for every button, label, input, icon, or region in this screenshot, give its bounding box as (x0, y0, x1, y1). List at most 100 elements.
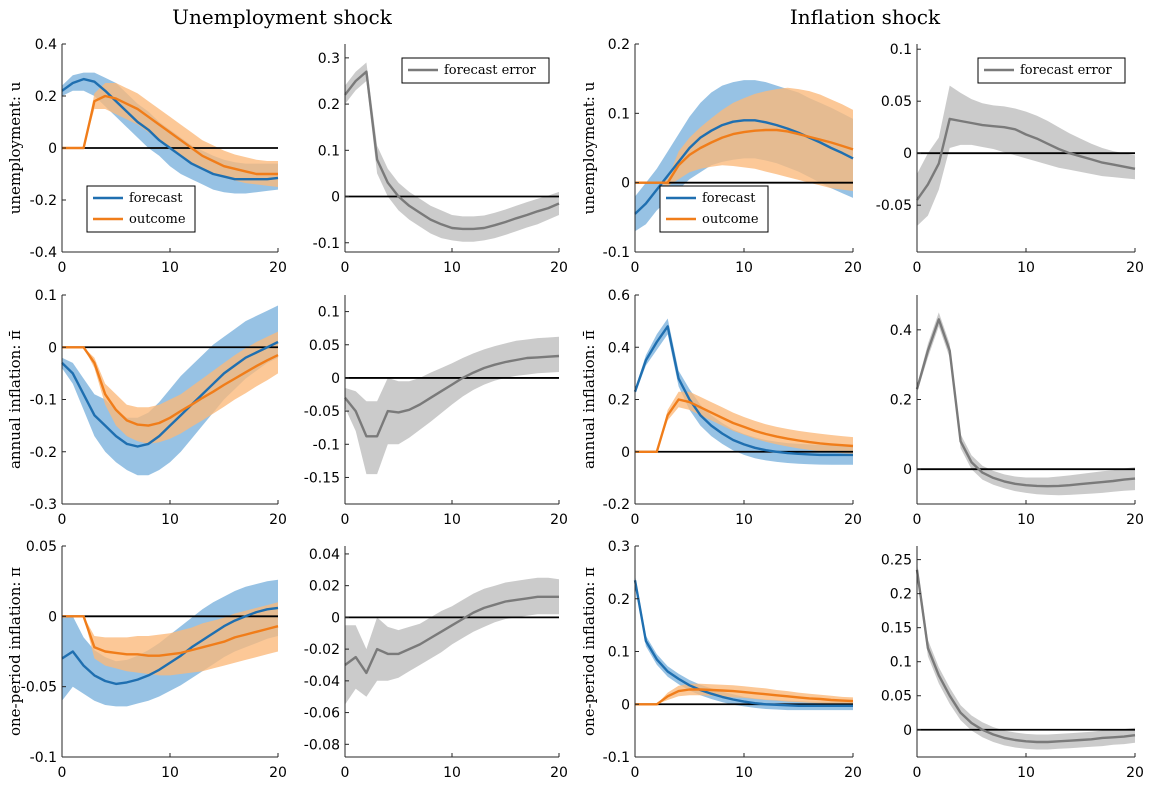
line-outcome (62, 615, 279, 657)
ylabel-row0-left: unemployment: u (6, 81, 24, 214)
x-tick-label: 0 (913, 512, 922, 528)
panels: unemployment: u unemployment: u annual inf… (6, 37, 1144, 781)
y-tick-label: -0.04 (304, 674, 340, 690)
y-tick-label: 0.05 (881, 689, 912, 705)
line-forecast (61, 77, 279, 181)
x-tick-label: 20 (269, 260, 287, 276)
y-tick-label: 0 (903, 462, 912, 478)
legend: forecast error (401, 57, 550, 84)
x-tick-label: 0 (58, 512, 67, 528)
y-tick-label: 0.02 (309, 579, 340, 595)
x-tick-label: 20 (269, 765, 287, 781)
line-forecast (61, 340, 279, 448)
line-forecast (633, 325, 853, 457)
legend-label: outcome (129, 212, 186, 227)
y-tick-label: 0.2 (318, 97, 340, 113)
x-tick-label: 10 (161, 512, 179, 528)
y-tick-label: 0.05 (26, 539, 57, 555)
y-tick-label: -0.2 (30, 193, 57, 209)
y-tick-label: -0.1 (313, 236, 340, 252)
legend-label: forecast (129, 191, 183, 206)
x-tick-label: 20 (269, 512, 287, 528)
band-error (345, 336, 559, 475)
y-tick-label: 0.4 (890, 323, 912, 339)
x-tick-label: 0 (341, 260, 350, 276)
y-tick-label: -0.08 (304, 737, 340, 753)
ylabel-row1-right: annual inflation: π̄ (580, 330, 598, 469)
y-tick-label: -0.2 (603, 497, 630, 513)
x-tick-label: 10 (443, 260, 461, 276)
y-tick-label: 0.1 (318, 305, 340, 321)
y-tick-label: 0.2 (608, 37, 630, 53)
legend: forecast outcome (659, 185, 769, 233)
line-error (916, 117, 1136, 201)
y-tick-label: 0.2 (890, 393, 912, 409)
y-tick-label: -0.1 (30, 750, 57, 766)
line-forecast (61, 606, 279, 686)
y-tick-label: 0.3 (608, 539, 630, 555)
ylabel-row2-right: one-period inflation: π (580, 567, 598, 736)
panel-r2-c0: -0.1 -0.05 0 0.05 0 10 20 (21, 539, 287, 781)
line-error (344, 595, 559, 675)
line-error (344, 354, 560, 438)
line-error (344, 70, 560, 231)
y-tick-label: -0.1 (603, 245, 630, 261)
x-tick-label: 0 (58, 260, 67, 276)
band-error (917, 312, 1135, 496)
y-tick-label: 0.1 (890, 655, 912, 671)
panel-r2-c2: -0.100.10.20.30 10 20 (603, 539, 862, 781)
x-tick-label: 0 (341, 765, 350, 781)
y-tick-label: 0.05 (881, 94, 912, 110)
y-tick-label: -0.06 (304, 706, 340, 722)
y-tick-label: -0.1 (30, 393, 57, 409)
y-tick-label: 0.04 (309, 547, 340, 563)
x-tick-label: 10 (735, 512, 753, 528)
y-tick-label: 0 (621, 445, 630, 461)
y-tick-label: -0.05 (21, 680, 57, 696)
y-tick-label: 0 (48, 609, 57, 625)
title-unemployment-shock: Unemployment shock (172, 5, 393, 29)
ylabel-row0-right: unemployment: u (580, 81, 598, 214)
panel-r1-c3: 0 0.2 0.4 0 10 20 (890, 295, 1144, 528)
y-tick-label: 0.2 (890, 587, 912, 603)
band-outcome (62, 331, 278, 444)
x-tick-label: 20 (550, 765, 568, 781)
y-tick-label: 0.1 (318, 143, 340, 159)
legend-label: outcome (702, 212, 759, 227)
x-tick-label: 10 (1017, 512, 1035, 528)
y-tick-label: -0.1 (313, 437, 340, 453)
y-tick-label: 0.2 (608, 592, 630, 608)
y-tick-label: 0 (903, 723, 912, 739)
x-tick-label: 10 (161, 765, 179, 781)
y-tick-label: 0.1 (890, 42, 912, 58)
y-tick-label: 0.05 (309, 338, 340, 354)
y-tick-label: -0.2 (30, 445, 57, 461)
x-tick-label: 10 (735, 260, 753, 276)
x-tick-label: 0 (341, 512, 350, 528)
band-error (345, 577, 559, 705)
legend-label: forecast error (444, 63, 537, 78)
line-outcome (635, 688, 854, 706)
y-tick-label: 0.1 (608, 645, 630, 661)
x-tick-label: 20 (844, 765, 862, 781)
band-error (917, 85, 1135, 226)
line-error (915, 318, 1136, 488)
title-inflation-shock: Inflation shock (790, 5, 941, 29)
x-tick-label: 0 (913, 260, 922, 276)
line-forecast (633, 580, 853, 707)
panel-r0-c3: -0.05 0 0.05 0.1 0 10 20 forecast error (876, 42, 1144, 276)
panel-r0-c0: -0.4 -0.2 0 0.2 0.4 0 10 20 forecast outcome (30, 37, 287, 276)
band-outcome (635, 391, 853, 454)
y-tick-label: 0 (48, 141, 57, 157)
y-tick-label: 0 (621, 697, 630, 713)
panel-r2-c1: -0.08 -0.06 -0.04 -0.02 0 0.02 0.04 0 10 20 (304, 546, 568, 781)
y-tick-label: -0.3 (30, 497, 57, 513)
line-outcome (635, 398, 854, 453)
x-tick-label: 10 (443, 512, 461, 528)
x-tick-label: 0 (631, 512, 640, 528)
line-outcome (62, 346, 279, 427)
y-tick-label: 0.2 (608, 393, 630, 409)
ylabel-row1-left: annual inflation: π̄ (6, 330, 24, 469)
